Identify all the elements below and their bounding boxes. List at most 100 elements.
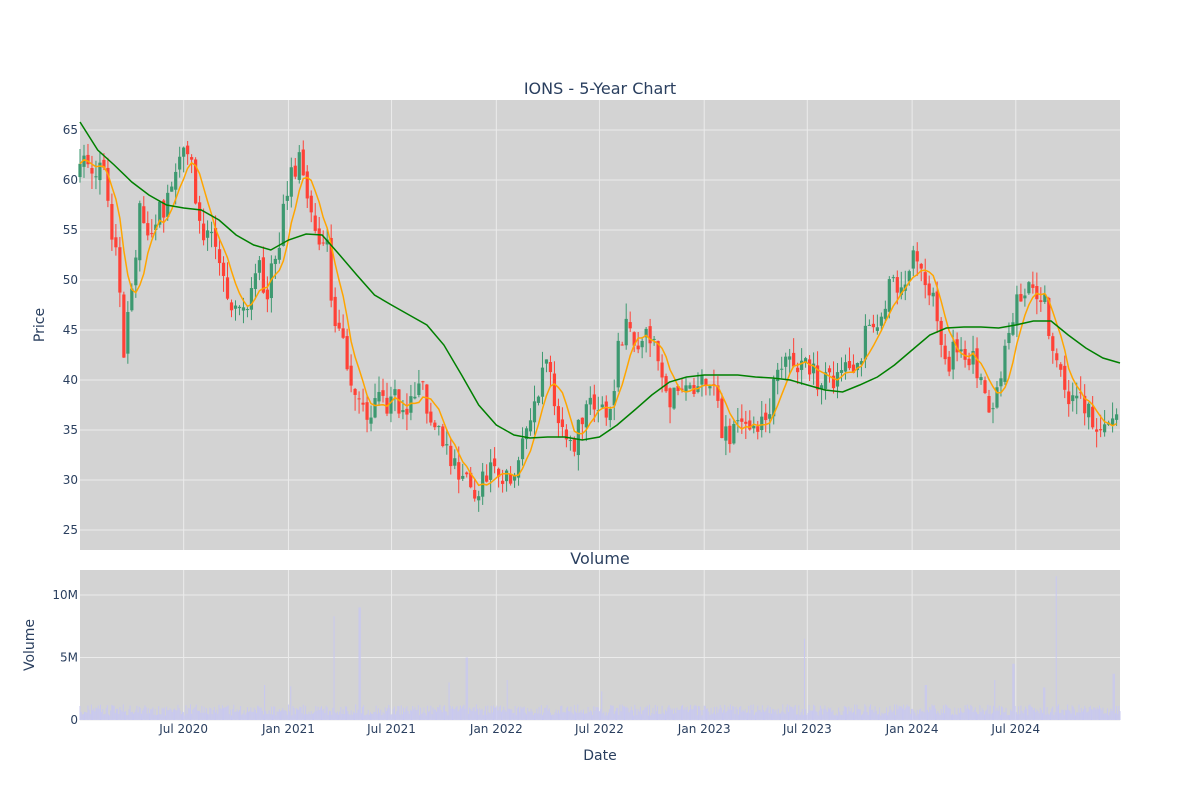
candle-body [895, 277, 899, 293]
candle-body [186, 145, 190, 155]
candle-body [1114, 414, 1119, 420]
candle-body [644, 328, 648, 338]
candle-body [365, 402, 369, 420]
candle-body [209, 231, 214, 234]
candle-body [708, 386, 712, 389]
candle-body [397, 389, 401, 414]
candle-body [289, 167, 293, 197]
candle-body [1043, 294, 1047, 303]
candle-body [576, 419, 580, 456]
candle-body [612, 391, 616, 406]
candle-body [233, 305, 238, 309]
candle-body [465, 472, 469, 475]
candle-body [417, 383, 421, 396]
candle-body [409, 396, 413, 413]
date-x-tick-label: Jan 2023 [677, 722, 731, 736]
candle-body [899, 287, 903, 296]
candle-body [584, 404, 588, 428]
candle-body [237, 306, 242, 309]
candle-body [688, 385, 692, 389]
candle-body [277, 247, 281, 260]
candle-body [1075, 395, 1079, 399]
volume-plot-area [80, 570, 1120, 720]
candle-body [588, 397, 592, 405]
candle-body [1087, 403, 1091, 418]
candle-body [82, 155, 86, 167]
price-y-tick-label: 45 [63, 323, 78, 337]
candle-body [784, 356, 788, 367]
candle-body [919, 263, 923, 269]
candle-body [776, 369, 780, 382]
volume-chart-title: Volume [570, 549, 630, 568]
candle-body [760, 416, 764, 431]
candle-body [413, 396, 417, 399]
candle-body [329, 237, 333, 301]
candle-body [381, 390, 385, 396]
candle-body [811, 363, 816, 374]
candle-body [305, 171, 309, 199]
candle-body [923, 272, 927, 286]
candle-body [477, 496, 481, 501]
candle-body [130, 288, 134, 311]
candle-body [377, 391, 381, 402]
candle-body [704, 378, 708, 386]
date-x-tick-label: Jul 2020 [158, 722, 208, 736]
candle-body [281, 203, 285, 246]
volume-y-tick-label: 10M [52, 588, 78, 602]
candle-body [943, 345, 947, 360]
candle-body [608, 408, 612, 421]
candle-body [190, 157, 194, 160]
candle-body [871, 323, 875, 328]
candle-body [182, 147, 186, 157]
volume-y-axis-title: Volume [22, 619, 38, 671]
candle-body [855, 363, 860, 371]
volume-y-ticks: 0 5M 10M [52, 588, 78, 727]
candle-body [640, 340, 644, 348]
candle-body [126, 312, 130, 354]
price-y-ticks: 25 30 35 40 45 50 55 60 65 [63, 123, 78, 537]
candle-body [792, 352, 796, 367]
date-x-tick-label: Jul 2021 [366, 722, 416, 736]
candle-body [732, 424, 736, 444]
candle-body [253, 273, 258, 289]
candle-body [947, 356, 951, 372]
candle-body [257, 260, 262, 273]
candle-body [469, 472, 473, 488]
short-moving-average-line [79, 158, 1117, 487]
candle-body [441, 426, 445, 447]
candle-body [716, 385, 720, 401]
candle-body [1027, 282, 1031, 294]
candle-body [815, 365, 820, 390]
candle-body [357, 398, 361, 400]
candle-body [528, 420, 533, 432]
candle-body [317, 228, 321, 245]
candle-body [449, 445, 453, 467]
price-y-tick-label: 40 [63, 373, 78, 387]
date-x-tick-label: Jul 2023 [782, 722, 832, 736]
candle-body [433, 422, 437, 428]
candle-body [373, 398, 377, 418]
candle-body [78, 163, 82, 178]
price-y-axis-title: Price [32, 308, 48, 342]
candle-body [959, 349, 963, 352]
candle-body [349, 365, 353, 386]
candle-body [146, 223, 150, 236]
candle-body [1083, 395, 1087, 414]
candle-body [497, 468, 501, 477]
candle-body [1023, 295, 1027, 299]
candle-body [325, 239, 329, 245]
candle-body [154, 224, 158, 230]
candle-body [676, 385, 680, 391]
candle-body [1071, 395, 1075, 402]
candle-body [170, 186, 174, 192]
candle-body [265, 289, 269, 300]
candle-body [983, 380, 987, 394]
volume-y-tick-label: 5M [60, 651, 78, 665]
candle-body [1095, 429, 1099, 432]
candle-body [548, 362, 553, 373]
candle-body [341, 328, 345, 338]
candle-body [1011, 322, 1015, 335]
candle-body [150, 233, 154, 235]
candle-body [361, 402, 365, 405]
price-y-tick-label: 35 [63, 423, 78, 437]
